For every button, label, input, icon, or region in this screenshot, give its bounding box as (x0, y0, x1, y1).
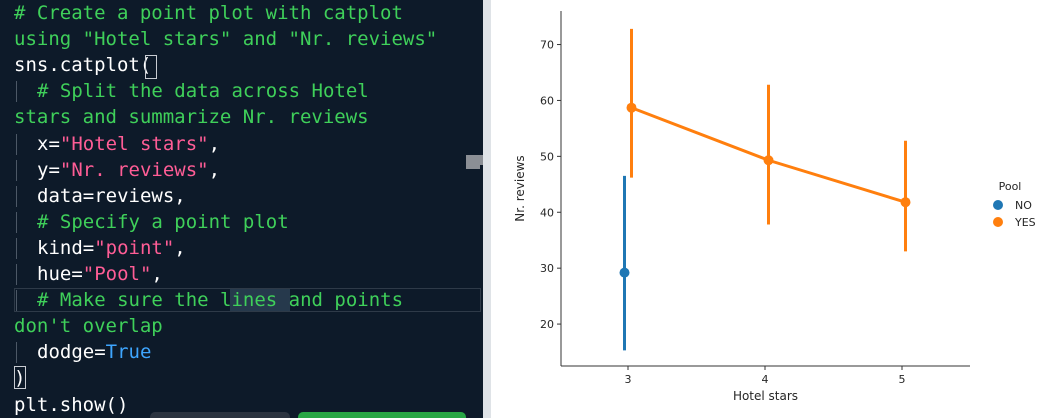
data-point (626, 102, 637, 113)
code-token: data=reviews, (37, 184, 186, 207)
y-tick-label: 50 (540, 150, 554, 163)
code-token: dodge= (37, 341, 106, 364)
y-tick-label: 30 (540, 262, 554, 275)
y-tick-label: 70 (540, 39, 554, 52)
bracket-match-open (145, 55, 157, 79)
indent-guide (16, 133, 17, 155)
code-line[interactable]: data=reviews, (37, 183, 186, 209)
panel-divider[interactable] (483, 0, 491, 418)
code-string: "point" (94, 236, 175, 259)
code-token: , (208, 158, 221, 181)
legend-marker (993, 217, 1003, 227)
code-line[interactable]: sns.catplot( (14, 52, 151, 78)
code-string: "Hotel stars" (59, 132, 209, 155)
code-line[interactable]: hue="Pool", (37, 261, 163, 287)
indent-guide (16, 185, 17, 207)
point-plot: 20 30 40 50 60 70 3 4 5 Hotel stars Nr. reviews Poo… (513, 11, 1036, 403)
indent-guide (16, 342, 17, 364)
indent-guide (16, 290, 17, 312)
code-comment: # Create a point plot with catplot (14, 2, 403, 24)
code-line[interactable]: dodge=True (37, 339, 151, 365)
code-line[interactable]: # Specify a point plot (37, 209, 289, 235)
indent-guide (16, 159, 17, 181)
code-token: sns.catplot( (14, 54, 152, 77)
y-tick-label: 60 (540, 94, 554, 107)
code-line[interactable]: # Make sure the lines and points (37, 287, 403, 313)
code-token: x= (37, 132, 60, 155)
code-token: , (174, 236, 186, 259)
code-comment: using "Hotel stars" and "Nr. reviews" (14, 28, 438, 51)
code-comment: # Make sure the lines and points (37, 289, 404, 312)
x-tick-label: 5 (899, 373, 906, 386)
bottom-button-secondary[interactable] (150, 412, 290, 418)
code-comment: stars and summarize Nr. reviews (14, 106, 369, 129)
current-line-highlight (14, 288, 481, 312)
code-comment: # Split the data across Hotel (37, 80, 369, 103)
code-token: hue= (37, 263, 83, 285)
code-line[interactable]: stars and summarize Nr. reviews (14, 104, 369, 130)
indent-guide (16, 211, 17, 233)
code-token: , (151, 263, 163, 285)
legend-title: Pool (999, 180, 1022, 193)
code-token: kind= (37, 236, 95, 259)
y-axis-label: Nr. reviews (513, 155, 527, 221)
plot-output-panel: 20 30 40 50 60 70 3 4 5 Hotel stars Nr. reviews Poo… (491, 0, 1051, 418)
code-line[interactable]: y="Nr. reviews", (37, 157, 220, 183)
code-line[interactable]: using "Hotel stars" and "Nr. reviews" (14, 26, 437, 52)
code-keyword: True (105, 341, 152, 364)
code-line[interactable]: x="Hotel stars", (37, 131, 220, 157)
code-token: y= (37, 158, 60, 181)
x-tick-label: 4 (762, 373, 769, 386)
data-point (900, 197, 911, 208)
code-line[interactable]: # Create a point plot with catplot (14, 0, 403, 26)
code-token: plt.show() (14, 393, 129, 416)
data-point (619, 267, 630, 278)
bracket-match-close (14, 366, 26, 389)
data-point (763, 155, 774, 166)
y-tick-label: 40 (540, 206, 554, 219)
code-token: , (208, 132, 221, 155)
code-comment: don't overlap (14, 315, 163, 338)
y-tick-label: 20 (540, 318, 554, 331)
code-line[interactable]: don't overlap (14, 313, 163, 339)
code-line[interactable]: ) (14, 365, 25, 391)
code-token: ) (14, 367, 26, 390)
code-string: "Nr. reviews" (59, 158, 209, 181)
code-line[interactable]: kind="point", (37, 235, 186, 261)
editor-scrollbar[interactable] (466, 155, 483, 169)
code-line[interactable]: # Split the data across Hotel (37, 78, 369, 104)
x-axis-label: Hotel stars (733, 389, 798, 403)
indent-guide (16, 81, 17, 103)
code-line[interactable]: plt.show() (14, 392, 128, 418)
x-tick-label: 3 (625, 373, 632, 386)
legend-label: YES (1014, 216, 1036, 229)
indent-guide (16, 237, 17, 259)
code-string: "Pool" (82, 263, 152, 285)
indent-guide (16, 264, 17, 285)
code-comment: # Specify a point plot (37, 210, 289, 233)
bottom-button-primary[interactable] (298, 412, 466, 418)
legend-marker (993, 200, 1003, 210)
code-editor[interactable]: # Create a point plot with catplot using … (0, 0, 483, 418)
legend-label: NO (1015, 199, 1032, 212)
word-match-highlight (230, 289, 290, 311)
